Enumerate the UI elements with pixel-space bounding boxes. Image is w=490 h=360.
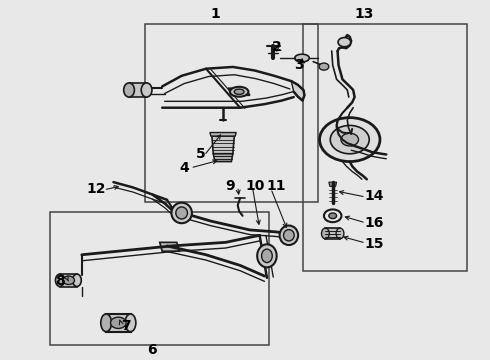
Text: 4: 4 [179,161,189,175]
Text: 1: 1 [211,7,220,21]
Text: 16: 16 [365,216,384,230]
Bar [303,24,466,271]
Text: 15: 15 [365,237,384,251]
Polygon shape [210,132,236,136]
Ellipse shape [73,274,81,287]
Circle shape [329,213,337,219]
Ellipse shape [55,274,64,287]
Text: 9: 9 [225,179,235,193]
Circle shape [111,317,126,328]
Ellipse shape [172,203,192,223]
Ellipse shape [294,54,309,62]
Bar [145,24,318,202]
Ellipse shape [280,225,298,245]
Circle shape [319,118,380,162]
Ellipse shape [262,249,272,262]
Ellipse shape [336,228,344,239]
Polygon shape [329,182,337,186]
Polygon shape [160,242,179,251]
Polygon shape [106,314,130,332]
Circle shape [319,63,329,70]
Text: 6: 6 [147,343,157,357]
Ellipse shape [230,87,248,97]
Ellipse shape [234,89,244,94]
Text: 13: 13 [355,7,374,21]
Text: 7: 7 [121,319,130,333]
Circle shape [341,133,359,146]
Text: 10: 10 [245,179,265,193]
Polygon shape [325,228,340,239]
Ellipse shape [125,314,136,332]
Ellipse shape [176,207,188,219]
Text: 11: 11 [267,179,287,193]
Polygon shape [212,136,234,154]
Text: 8: 8 [55,274,65,288]
Text: 12: 12 [87,182,106,196]
Text: 3: 3 [294,58,303,72]
Ellipse shape [101,314,112,332]
Ellipse shape [284,230,294,241]
Ellipse shape [321,228,329,239]
Polygon shape [129,83,147,97]
Polygon shape [228,88,250,95]
Circle shape [63,276,74,284]
Ellipse shape [141,83,152,97]
Circle shape [330,125,369,154]
Polygon shape [291,81,304,100]
Polygon shape [60,274,77,287]
Text: 5: 5 [196,147,206,161]
Text: 2: 2 [272,40,282,54]
Bar [50,212,270,345]
Text: 14: 14 [365,189,384,203]
Ellipse shape [123,83,134,97]
Ellipse shape [257,244,277,267]
Circle shape [338,37,351,47]
Polygon shape [213,154,233,162]
